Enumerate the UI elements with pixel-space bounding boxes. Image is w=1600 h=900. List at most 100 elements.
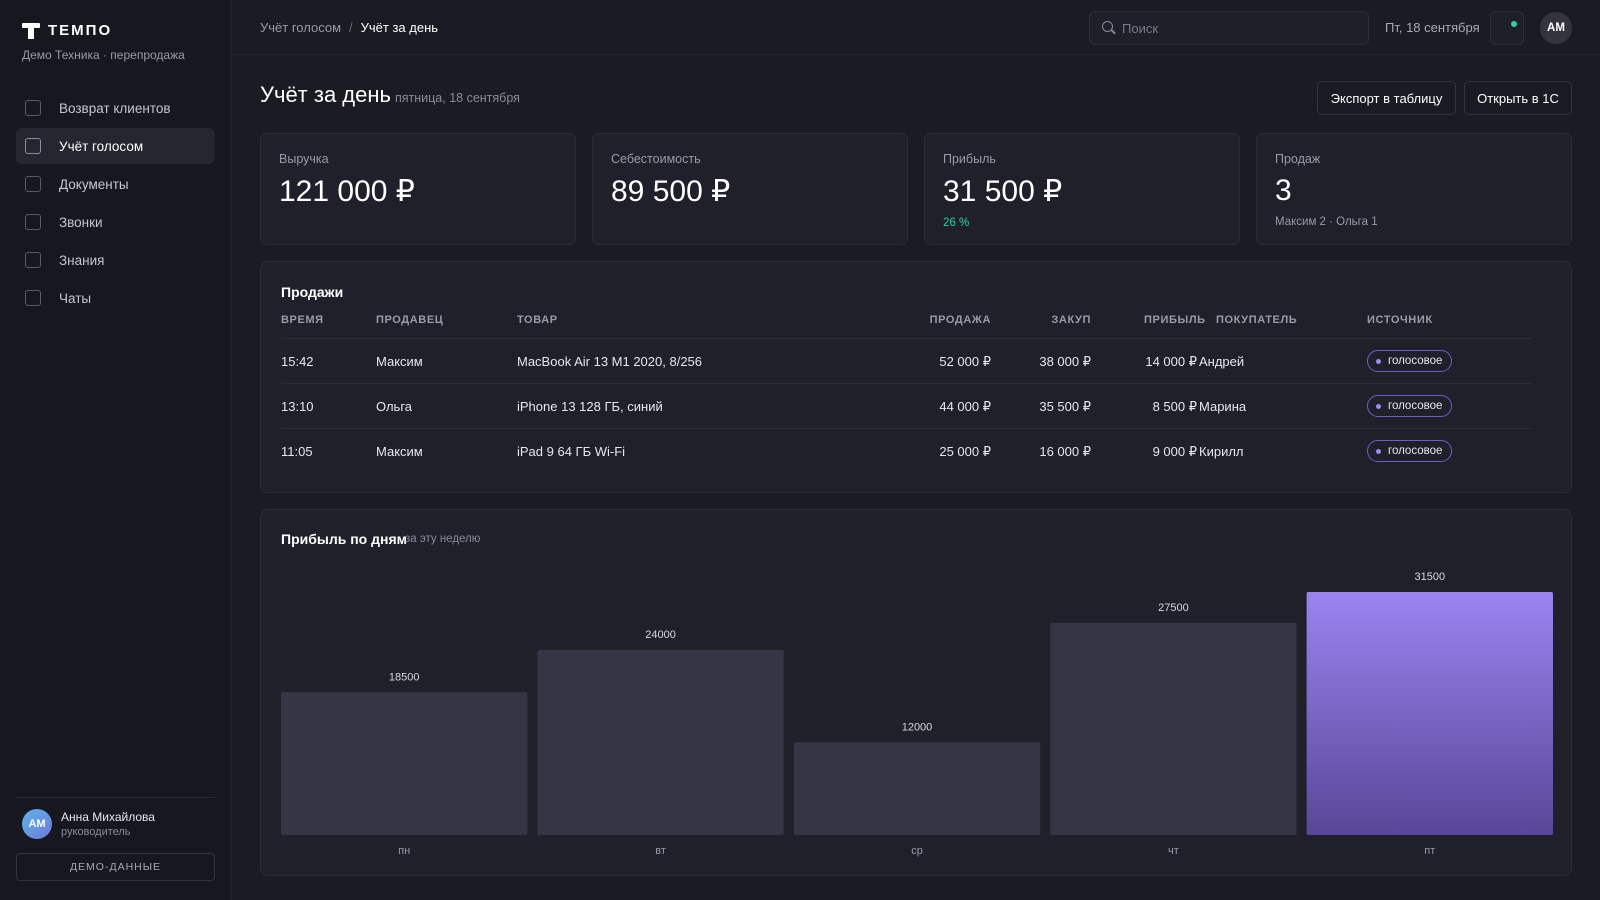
source-label: голосовое: [1388, 445, 1443, 457]
chart-value-label: 27500: [1158, 602, 1189, 614]
chart-value-label: 31500: [1415, 571, 1446, 583]
cell-time: 13:10: [281, 399, 314, 414]
column-header-cost: ЗАКУП: [1051, 314, 1091, 326]
page-date: пятница, 18 сентября: [395, 91, 520, 105]
chart-category-label: пт: [1424, 845, 1435, 857]
source-label: голосовое: [1388, 355, 1443, 367]
cell-buyer: Кирилл: [1199, 444, 1244, 459]
chart-bar-пн[interactable]: [281, 692, 528, 835]
cell-profit: 14 000 ₽: [1145, 354, 1197, 369]
chart-bar-чт[interactable]: [1050, 622, 1297, 835]
cell-buyer: Марина: [1199, 399, 1247, 414]
voice-dot-icon: [1376, 404, 1381, 409]
sidebar-item-calls[interactable]: Звонки: [16, 204, 215, 240]
sidebar-nav: Возврат клиентов Учёт голосом Документы …: [16, 90, 215, 318]
sidebar-item-returns[interactable]: Возврат клиентов: [16, 90, 215, 126]
export-table-button[interactable]: Экспорт в таблицу: [1317, 81, 1456, 115]
breadcrumb-item-voice-accounting[interactable]: Учёт голосом: [260, 20, 342, 35]
table-row[interactable]: 15:42 Максим MacBook Air 13 M1 2020, 8/2…: [281, 338, 1533, 383]
sales-panel: Продажи ВРЕМЯ ПРОДАВЕЦ ТОВАР ПРОДАЖА ЗАК…: [260, 261, 1572, 493]
brand[interactable]: ТЕМПО: [22, 22, 112, 39]
kpi-card-revenue: Выручка 121 000 ₽: [260, 133, 576, 245]
cell-profit: 8 500 ₽: [1152, 399, 1197, 414]
notifications-button[interactable]: [1490, 11, 1524, 45]
cell-sale: 52 000 ₽: [939, 354, 991, 369]
chart-value-label: 18500: [389, 671, 420, 683]
search-box[interactable]: [1089, 11, 1369, 45]
breadcrumb-separator: /: [349, 20, 353, 35]
profit-chart-panel: Прибыль по дням за эту неделю 18500 пн 240…: [260, 509, 1572, 876]
checkbox-icon: [25, 138, 41, 154]
kpi-card-sales-count: Продаж 3 Максим 2 · Ольга 1: [1256, 133, 1572, 245]
chart-category-label: вт: [655, 845, 666, 857]
kpi-card-cost: Себестоимость 89 500 ₽: [592, 133, 908, 245]
demo-data-button[interactable]: ДЕМО-ДАННЫЕ: [16, 853, 215, 881]
column-header-sale: ПРОДАЖА: [929, 314, 991, 326]
search-input[interactable]: [1122, 20, 1362, 36]
user-profile[interactable]: АМ Анна Михайлова руководитель: [22, 809, 155, 839]
chart-value-label: 24000: [645, 629, 676, 641]
cell-item: iPad 9 64 ГБ Wi-Fi: [517, 444, 626, 459]
kpi-value: 89 500 ₽: [611, 175, 731, 208]
workspace-subtitle: Демо Техника · перепродажа: [22, 48, 185, 62]
cell-buyer: Андрей: [1199, 354, 1245, 369]
cell-cost: 35 500 ₽: [1039, 399, 1091, 414]
voice-dot-icon: [1376, 359, 1381, 364]
sidebar: ТЕМПО Демо Техника · перепродажа Возврат…: [0, 0, 232, 900]
sidebar-divider: [16, 797, 215, 798]
column-header-buyer: ПОКУПАТЕЛЬ: [1216, 314, 1298, 326]
kpi-card-profit: Прибыль 31 500 ₽ 26 %: [924, 133, 1240, 245]
cell-seller: Ольга: [376, 399, 413, 414]
page-title: Учёт за день: [260, 82, 391, 107]
open-in-1c-button[interactable]: Открыть в 1С: [1464, 81, 1572, 115]
sidebar-item-label: Возврат клиентов: [59, 100, 171, 116]
cell-sale: 25 000 ₽: [939, 444, 991, 459]
chart-bar-вт[interactable]: [537, 649, 784, 835]
kpi-label: Выручка: [279, 152, 329, 166]
sidebar-item-voice-accounting[interactable]: Учёт голосом: [16, 128, 215, 164]
avatar[interactable]: АМ: [1540, 12, 1572, 44]
column-header-profit: ПРИБЫЛЬ: [1144, 314, 1206, 326]
sidebar-item-documents[interactable]: Документы: [16, 166, 215, 202]
column-header-time: ВРЕМЯ: [281, 314, 324, 326]
sidebar-item-label: Чаты: [59, 290, 92, 306]
notification-dot-icon: [1511, 21, 1517, 27]
sidebar-item-chats[interactable]: Чаты: [16, 280, 215, 316]
sales-title: Продажи: [281, 284, 344, 300]
checkbox-icon: [25, 290, 41, 306]
cell-time: 15:42: [281, 354, 314, 369]
user-name: Анна Михайлова: [61, 810, 155, 824]
column-header-seller: ПРОДАВЕЦ: [376, 314, 444, 326]
avatar: АМ: [22, 809, 52, 839]
source-badge[interactable]: голосовое: [1367, 350, 1453, 372]
source-badge[interactable]: голосовое: [1367, 440, 1453, 462]
voice-dot-icon: [1376, 449, 1381, 454]
sidebar-item-label: Учёт голосом: [59, 138, 144, 154]
sidebar-item-knowledge[interactable]: Знания: [16, 242, 215, 278]
cell-seller: Максим: [376, 444, 423, 459]
kpi-label: Себестоимость: [611, 152, 701, 166]
sidebar-item-label: Звонки: [59, 214, 103, 230]
cell-profit: 9 000 ₽: [1152, 444, 1197, 459]
chart-bar-пт[interactable]: [1306, 592, 1553, 835]
checkbox-icon: [25, 252, 41, 268]
tempo-logo-icon: [22, 22, 40, 39]
table-row[interactable]: 11:05 Максим iPad 9 64 ГБ Wi-Fi 25 000 ₽…: [281, 428, 1533, 473]
chart-title: Прибыль по дням: [281, 531, 407, 547]
search-icon: [1102, 21, 1116, 35]
cell-cost: 16 000 ₽: [1039, 444, 1091, 459]
cell-sale: 44 000 ₽: [939, 399, 991, 414]
source-badge[interactable]: голосовое: [1367, 395, 1453, 417]
table-row[interactable]: 13:10 Ольга iPhone 13 128 ГБ, синий 44 0…: [281, 383, 1533, 428]
kpi-value: 3: [1275, 174, 1292, 207]
chart-category-label: чт: [1168, 845, 1179, 857]
chart-bar-ср[interactable]: [793, 742, 1041, 835]
kpi-label: Прибыль: [943, 152, 996, 166]
chart-category-label: пн: [398, 845, 410, 857]
chart-category-label: ср: [911, 845, 923, 857]
breadcrumb: Учёт голосом / Учёт за день: [260, 20, 438, 35]
column-header-item: ТОВАР: [517, 314, 558, 326]
profit-bar-chart: 18500 пн 24000 вт 12000 ср 27500 чт 31500 пт: [281, 571, 1553, 857]
cell-seller: Максим: [376, 354, 423, 369]
cell-item: iPhone 13 128 ГБ, синий: [517, 399, 663, 414]
